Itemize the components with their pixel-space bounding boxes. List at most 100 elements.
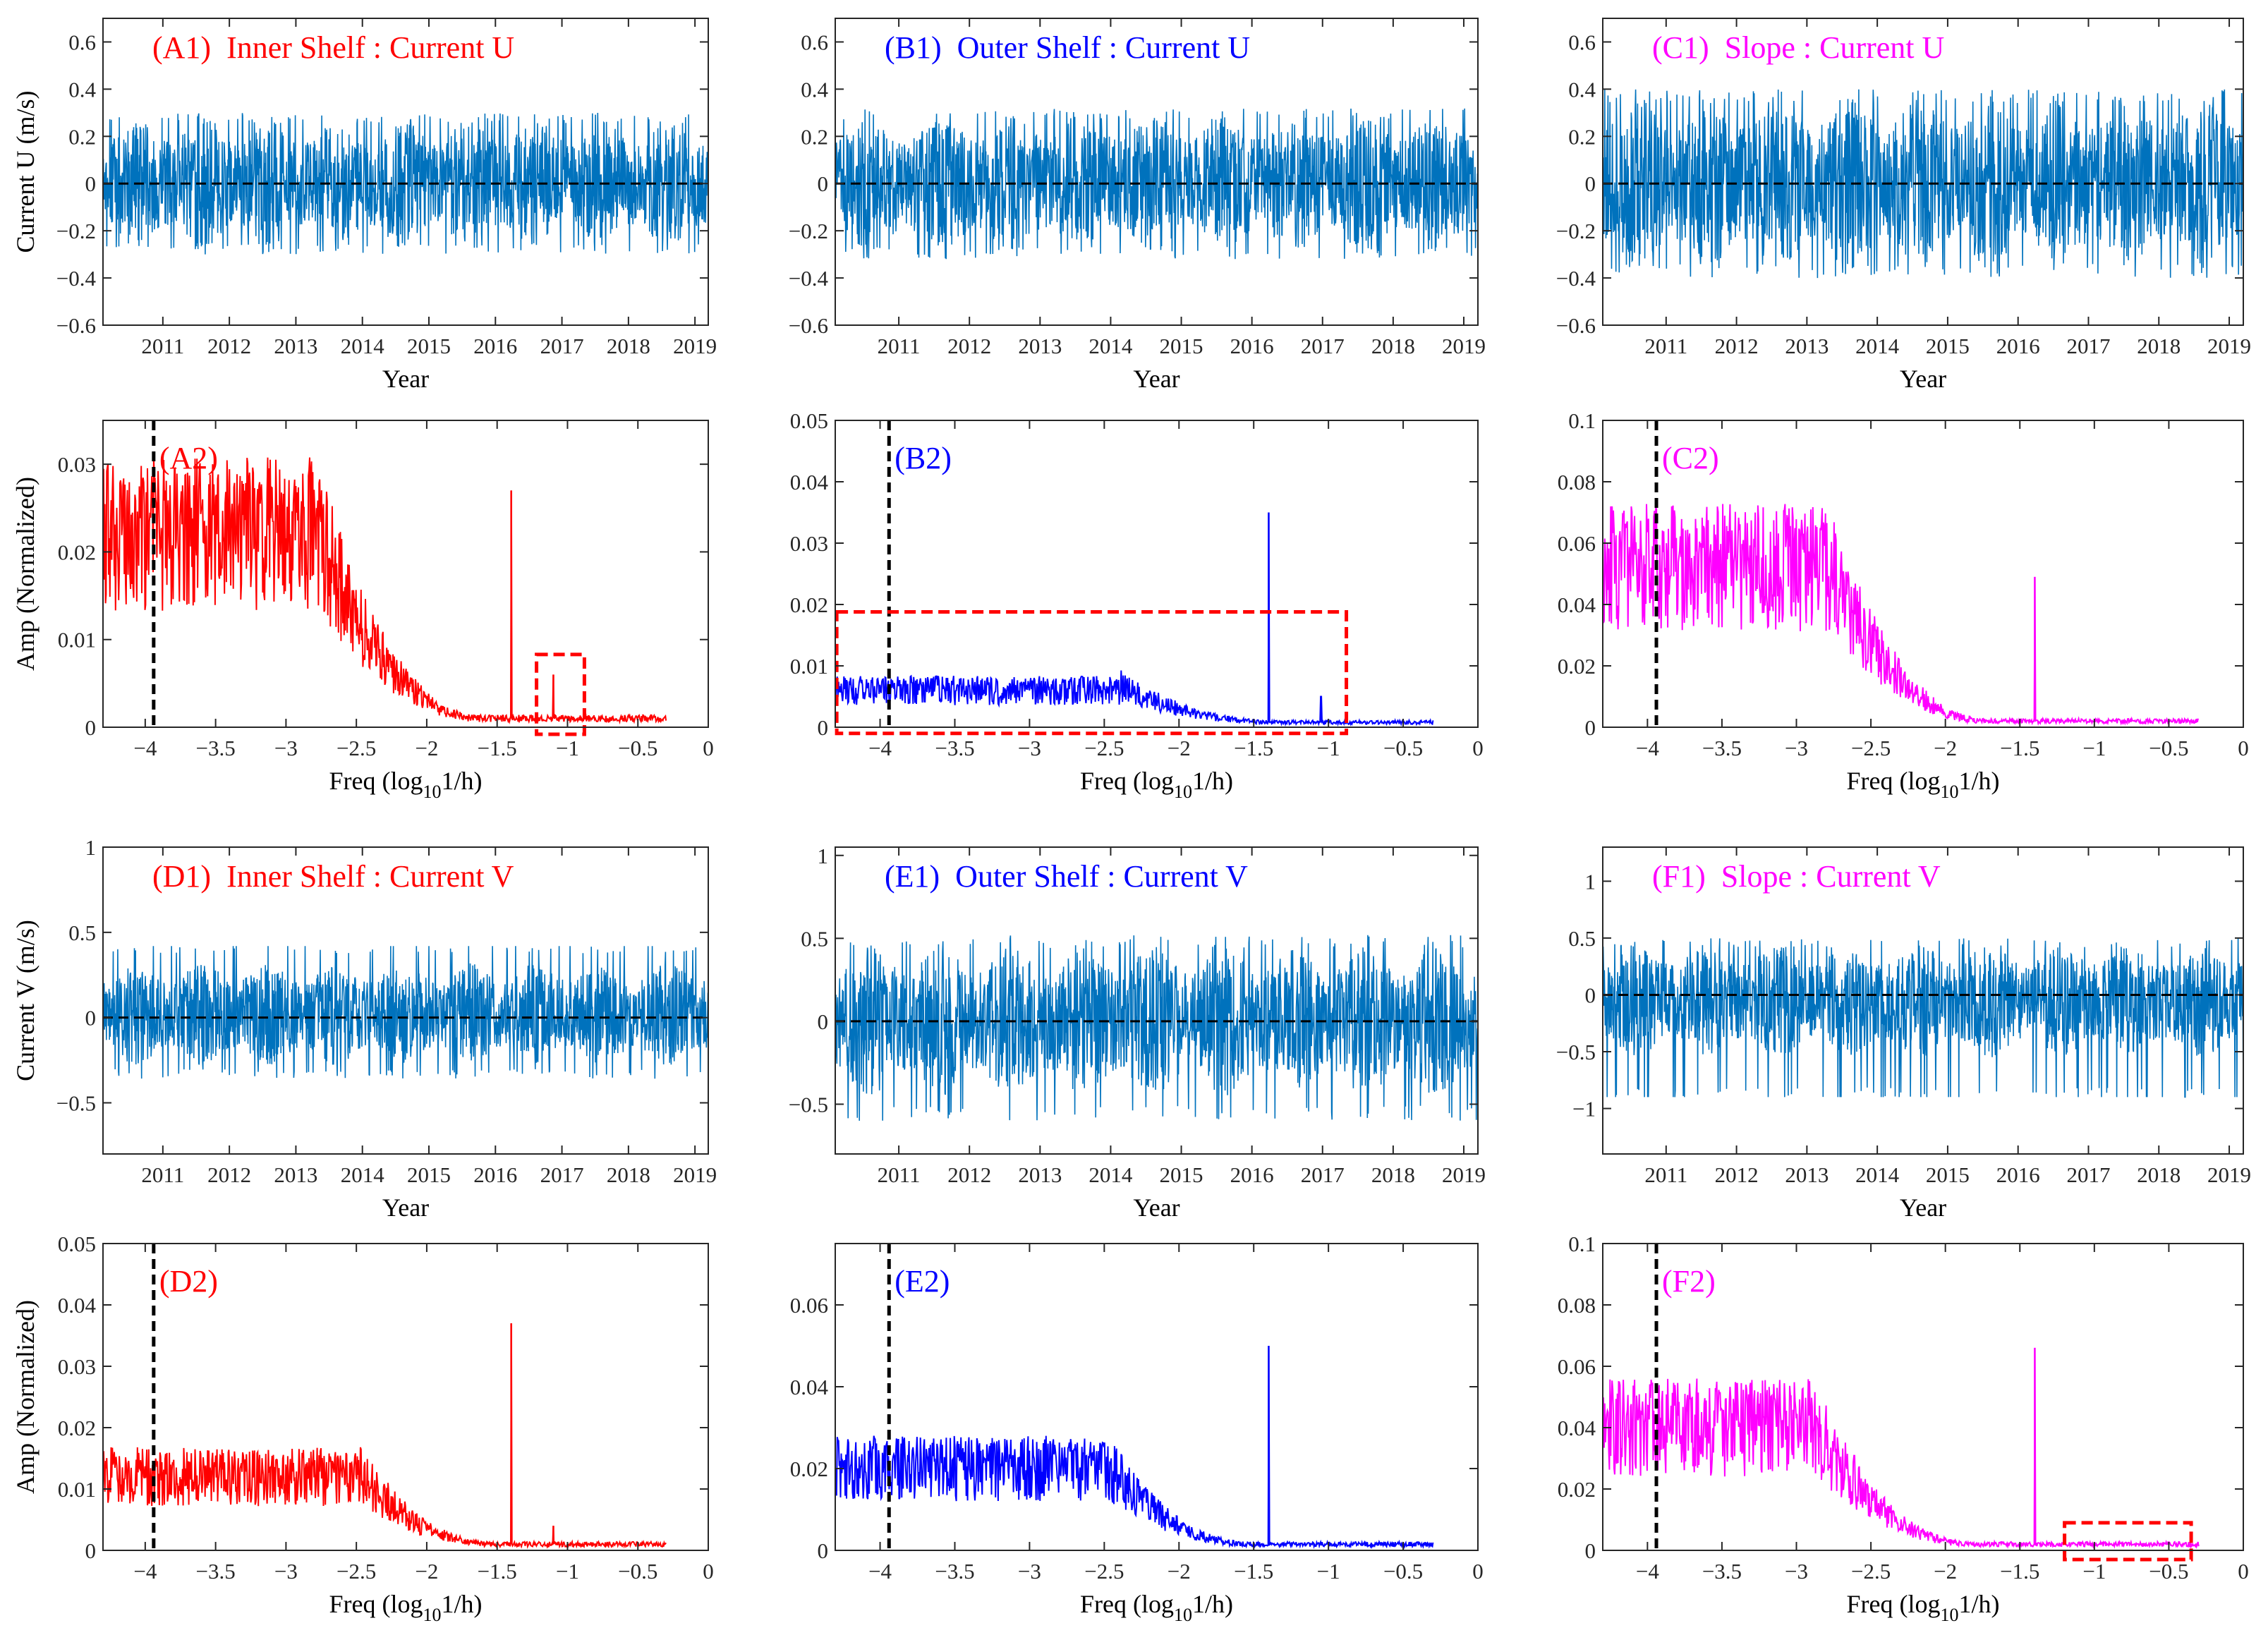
y-tick-label: 1: [85, 835, 97, 860]
x-tick-label: 2016: [1996, 334, 2040, 358]
y-tick-label: 0.01: [790, 654, 828, 679]
axes-frame: [835, 1243, 1479, 1551]
x-tick-label: 0: [703, 736, 714, 760]
y-tick-label: 0: [85, 1006, 97, 1031]
x-tick-label: −3.5: [935, 1559, 974, 1584]
axes-frame: [835, 18, 1479, 326]
x-tick-label: 2013: [1018, 334, 1062, 358]
spectrum-line: [1603, 504, 2199, 727]
y-tick-label: 0.04: [58, 1293, 97, 1318]
x-tick-label: 2011: [141, 334, 184, 358]
x-tick-label: 2019: [1442, 334, 1486, 358]
y-tick-label: 0.2: [68, 124, 96, 149]
plot-area: [1603, 504, 2199, 727]
x-tick-label: 2013: [1785, 1162, 1829, 1187]
panel-title-b2: (B2): [895, 441, 952, 475]
y-tick-label: 0.4: [68, 77, 96, 102]
x-tick-label: 2014: [1855, 1162, 1900, 1187]
x-tick-label: 2019: [673, 1162, 717, 1187]
y-tick-label: 0: [85, 1538, 97, 1563]
y-tick-label: −0.5: [1556, 1040, 1596, 1064]
x-tick-label: 2019: [2207, 1162, 2251, 1187]
x-tick-label: −1.5: [2000, 736, 2039, 760]
y-tick-label: 0.03: [58, 452, 96, 477]
x-tick-label: 2016: [1996, 1162, 2040, 1187]
axes-frame: [835, 846, 1479, 1155]
x-tick-label: 2011: [1644, 334, 1687, 358]
x-tick-label: −2: [415, 1559, 438, 1584]
x-tick-label: 2015: [1926, 334, 1970, 358]
y-tick-label: 0.01: [58, 1477, 96, 1502]
panel-a1: −0.6 −0.4 −0.2 0 0.2 0.4 0.6 2011 2012 2013 2014 20…: [11, 18, 717, 393]
x-tick-label: 2015: [1160, 334, 1203, 358]
panel-f2: 0 0.02 0.04 0.06 0.08 0.1 −4 −3.5 −3 −2.5 −2 −1.5 −1…: [1558, 1232, 2249, 1625]
x-tick-label: 2016: [473, 334, 517, 358]
x-tick-label: −4: [133, 1559, 157, 1584]
panel-title-f1: (F1) Slope : Current V: [1652, 859, 1941, 894]
x-tick-label: −4: [1636, 736, 1659, 760]
x-tick-label: 2015: [1160, 1162, 1203, 1187]
plot-area: [835, 512, 1434, 727]
axes-frame: [1602, 18, 2244, 326]
y-tick-label: 0.5: [801, 926, 828, 951]
y-tick-label: −0.5: [56, 1091, 96, 1116]
highlight-box: [2063, 1521, 2193, 1562]
y-tick-label: 0.04: [790, 1375, 829, 1399]
axes-frame: [1602, 420, 2244, 728]
panel-c1: −0.6 −0.4 −0.2 0 0.2 0.4 0.6 2011 2012 2013 2014 20…: [1556, 18, 2251, 393]
panel-d2: 0 0.01 0.02 0.03 0.04 0.05 −4 −3.5 −3 −2.5 −2 −1.5 −…: [11, 1232, 714, 1625]
y-tick-label: 0.1: [1568, 408, 1596, 433]
x-tick-label: −3.5: [1702, 1559, 1742, 1584]
x-tick-label: −2.5: [336, 1559, 376, 1584]
panel-title-d1: (D1) Inner Shelf : Current V: [152, 859, 514, 894]
x-tick-label: −2.5: [1084, 1559, 1124, 1584]
x-tick-label: 2017: [2066, 1162, 2110, 1187]
y-tick-label: 0.6: [68, 30, 96, 54]
panel-title-d2: (D2): [159, 1264, 218, 1299]
series-line-v: [103, 946, 708, 1079]
y-tick-label: 0: [818, 715, 829, 740]
y-tick-label: 0.02: [1558, 654, 1596, 679]
spectrum-line: [103, 1323, 667, 1550]
x-axis-label: Freq (log101/h): [1847, 767, 2000, 802]
x-tick-label: −1: [556, 1559, 579, 1584]
y-tick-label: 0: [1585, 171, 1596, 196]
y-tick-label: 0: [1585, 715, 1596, 740]
x-tick-label: −2.5: [336, 736, 376, 760]
plot-area: [835, 1345, 1434, 1550]
y-tick-label: 0.06: [1558, 531, 1596, 556]
y-tick-label: −0.6: [1556, 313, 1596, 338]
x-tick-label: −2: [1168, 1559, 1191, 1584]
plot-area: [835, 935, 1478, 1121]
plot-area: [1603, 938, 2243, 1098]
x-tick-label: 0: [1472, 1559, 1484, 1584]
y-tick-label: 0.08: [1558, 470, 1596, 494]
x-axis-label: Freq (log101/h): [1080, 767, 1233, 802]
y-tick-label: 0.05: [58, 1232, 96, 1256]
y-tick-label: 1: [818, 844, 829, 868]
y-tick-label: 0.02: [58, 1416, 96, 1440]
x-tick-label: −4: [868, 1559, 892, 1584]
x-tick-label: 0: [2238, 1559, 2249, 1584]
series-line-u: [103, 112, 708, 255]
y-tick-label: 0: [85, 715, 97, 740]
axes-frame: [1602, 846, 2244, 1155]
x-tick-label: 0: [2238, 736, 2249, 760]
x-tick-label: −0.5: [2149, 1559, 2188, 1584]
panel-title-e1: (E1) Outer Shelf : Current V: [885, 859, 1248, 894]
panel-b2: 0 0.01 0.02 0.03 0.04 0.05 −4 −3.5 −3 −2.5 −2 −1.5 −…: [790, 408, 1484, 802]
panel-title-e2: (E2): [895, 1264, 950, 1299]
y-tick-label: 0.2: [1568, 124, 1596, 149]
x-tick-label: 2019: [1442, 1162, 1486, 1187]
x-tick-label: −1.5: [2000, 1559, 2039, 1584]
x-tick-label: 2019: [2207, 334, 2251, 358]
y-tick-label: 0.03: [58, 1354, 96, 1379]
highlight-box: [535, 652, 586, 736]
y-tick-label: 0: [1585, 1538, 1596, 1563]
x-tick-label: 2017: [2066, 334, 2110, 358]
y-axis-label: Amp (Normalized): [11, 1300, 40, 1494]
y-tick-label: 0.04: [790, 470, 829, 494]
x-axis-label: Year: [1900, 365, 1946, 393]
y-tick-label: −0.4: [56, 266, 97, 291]
x-tick-label: 2014: [1088, 1162, 1133, 1187]
